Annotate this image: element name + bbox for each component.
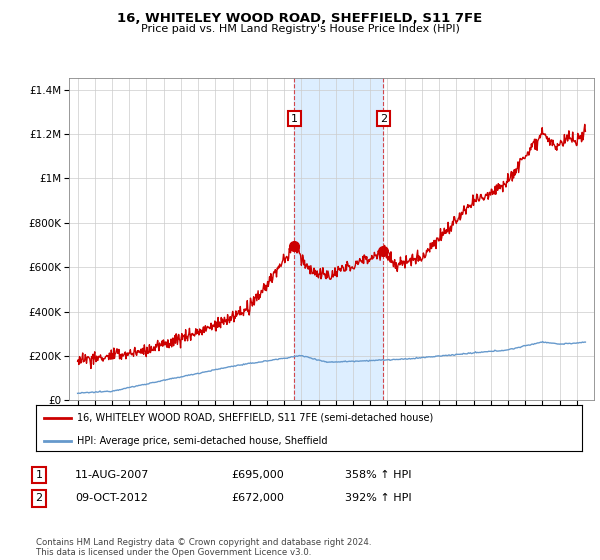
Text: 1: 1	[35, 470, 43, 480]
Text: HPI: Average price, semi-detached house, Sheffield: HPI: Average price, semi-detached house,…	[77, 436, 328, 446]
Text: £672,000: £672,000	[231, 493, 284, 503]
Text: 09-OCT-2012: 09-OCT-2012	[75, 493, 148, 503]
Text: 11-AUG-2007: 11-AUG-2007	[75, 470, 149, 480]
Text: 16, WHITELEY WOOD ROAD, SHEFFIELD, S11 7FE (semi-detached house): 16, WHITELEY WOOD ROAD, SHEFFIELD, S11 7…	[77, 413, 433, 423]
Bar	[295, 78, 383, 400]
Text: 358% ↑ HPI: 358% ↑ HPI	[345, 470, 412, 480]
Text: £695,000: £695,000	[231, 470, 284, 480]
Text: Contains HM Land Registry data © Crown copyright and database right 2024.
This d: Contains HM Land Registry data © Crown c…	[36, 538, 371, 557]
Text: 16, WHITELEY WOOD ROAD, SHEFFIELD, S11 7FE: 16, WHITELEY WOOD ROAD, SHEFFIELD, S11 7…	[118, 12, 482, 25]
Text: 392% ↑ HPI: 392% ↑ HPI	[345, 493, 412, 503]
Text: Price paid vs. HM Land Registry's House Price Index (HPI): Price paid vs. HM Land Registry's House …	[140, 24, 460, 34]
Text: 1: 1	[291, 114, 298, 124]
Text: 2: 2	[380, 114, 387, 124]
Text: 2: 2	[35, 493, 43, 503]
